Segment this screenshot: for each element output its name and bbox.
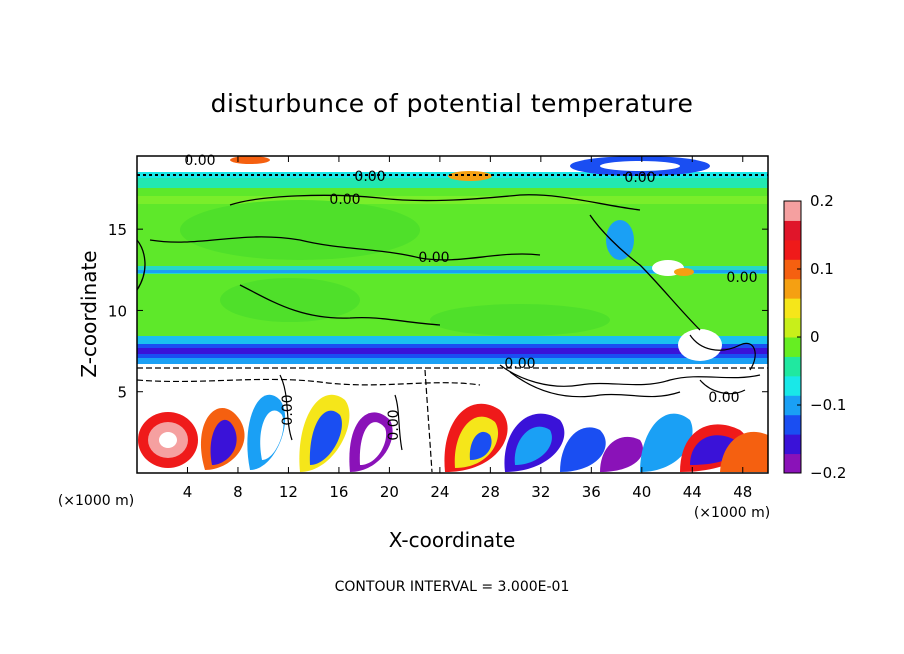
field-plume xyxy=(600,436,644,472)
chart-title: disturbunce of potential temperature xyxy=(211,89,694,118)
field-cyan-band-low xyxy=(137,336,768,346)
contour-interval-note: CONTOUR INTERVAL = 3.000E-01 xyxy=(335,579,570,595)
colorbar-segment xyxy=(784,259,801,280)
field-patch-right xyxy=(606,220,634,260)
x-axis: 4 8 12 16 20 24 28 32 36 40 44 48 xyxy=(183,156,752,501)
colorbar-segment xyxy=(784,375,801,396)
colorbar-segment xyxy=(784,337,801,357)
contour-labels: 0.00 0.00 0.00 0.00 0.00 0.00 0.00 0.00 … xyxy=(184,153,757,441)
colorbar-tick-label: 0.1 xyxy=(810,260,834,278)
field-plume xyxy=(260,410,284,460)
contour-line xyxy=(229,194,641,211)
colorbar-segment xyxy=(784,434,801,455)
field-blue-line-mid xyxy=(137,270,768,273)
contour-line xyxy=(394,394,403,451)
contour-line xyxy=(689,334,756,371)
field-dark-blue-band xyxy=(137,348,768,354)
colorbar xyxy=(784,201,801,474)
colorbar-tick-label: 0 xyxy=(810,328,820,346)
colorbar-segment xyxy=(784,201,801,221)
colorbar-segment xyxy=(784,298,801,319)
y-axis-unit: (×1000 m) xyxy=(58,493,134,509)
field-plume xyxy=(210,419,237,465)
contour-line xyxy=(699,379,746,395)
x-tick-label: 12 xyxy=(279,483,298,501)
colorbar-segment xyxy=(784,414,801,435)
contour-line-dashed xyxy=(137,378,481,386)
colorbar-tick-label: 0.2 xyxy=(810,192,834,210)
x-tick-label: 48 xyxy=(733,483,752,501)
contour-label: 0.00 xyxy=(708,390,739,406)
y-axis-label: Z-coordinate xyxy=(77,250,101,377)
field-plume xyxy=(309,410,342,465)
x-tick-label: 16 xyxy=(329,483,348,501)
x-tick-label: 24 xyxy=(430,483,449,501)
field-plume xyxy=(720,431,768,472)
x-axis-unit: (×1000 m) xyxy=(694,505,770,521)
x-tick-label: 20 xyxy=(380,483,399,501)
contour-line xyxy=(149,236,541,261)
x-tick-label: 44 xyxy=(683,483,702,501)
contour-label: 0.00 xyxy=(280,394,296,425)
field-warm-blob-center xyxy=(159,432,177,448)
contour-label: 0.00 xyxy=(504,356,535,372)
field-patch xyxy=(220,278,360,322)
y-tick-label: 15 xyxy=(108,221,127,239)
colorbar-segment xyxy=(784,453,801,474)
field-plume xyxy=(359,422,387,465)
x-axis-label: X-coordinate xyxy=(389,528,516,552)
field-cyan-strip-top xyxy=(137,178,768,188)
x-tick-label: 4 xyxy=(183,483,193,501)
contour-label: 0.00 xyxy=(329,192,360,208)
field-patch xyxy=(430,304,610,336)
contour-line xyxy=(239,284,441,326)
x-tick-label: 8 xyxy=(233,483,243,501)
field-light-blue-band xyxy=(137,358,768,364)
contour-label: 0.00 xyxy=(624,170,655,186)
field-patch-right xyxy=(674,268,694,276)
field-plume xyxy=(469,431,492,460)
y-axis: 5 10 15 xyxy=(108,221,768,402)
x-tick-label: 32 xyxy=(531,483,550,501)
colorbar-segment xyxy=(784,239,801,260)
field-plume xyxy=(560,427,606,472)
y-tick-label: 10 xyxy=(108,302,127,320)
field-patch xyxy=(180,200,420,260)
field-top-vortex-core xyxy=(600,161,680,171)
colorbar-ticks: 0.2 0.1 0 −0.1 −0.2 xyxy=(797,192,846,482)
contour-line-dashed xyxy=(424,369,433,473)
contour-line xyxy=(509,371,681,398)
colorbar-segment xyxy=(784,220,801,241)
colorbar-tick-label: −0.2 xyxy=(810,464,846,482)
contour-line xyxy=(137,239,146,291)
plot-frame xyxy=(136,155,769,474)
colorbar-segment xyxy=(784,356,801,377)
contour-label: 0.00 xyxy=(386,409,402,440)
plot-area xyxy=(137,156,768,473)
x-tick-label: 36 xyxy=(582,483,601,501)
contour-line xyxy=(279,374,293,441)
y-tick-label: 5 xyxy=(117,384,127,402)
x-tick-label: 40 xyxy=(632,483,651,501)
colorbar-segment xyxy=(784,317,801,338)
contour-label: 0.00 xyxy=(418,250,449,266)
x-tick-label: 28 xyxy=(481,483,500,501)
contour-label: 0.00 xyxy=(726,270,757,286)
contour-label: 0.00 xyxy=(184,153,215,169)
colorbar-segment xyxy=(784,278,801,299)
field-plume xyxy=(514,426,552,465)
contour-line xyxy=(499,364,761,387)
field-plume xyxy=(640,413,693,472)
colorbar-segment xyxy=(784,395,801,416)
contour-line xyxy=(589,214,701,331)
colorbar-tick-label: −0.1 xyxy=(810,396,846,414)
field-top-warm xyxy=(230,156,270,164)
contour-label: 0.00 xyxy=(354,169,385,185)
